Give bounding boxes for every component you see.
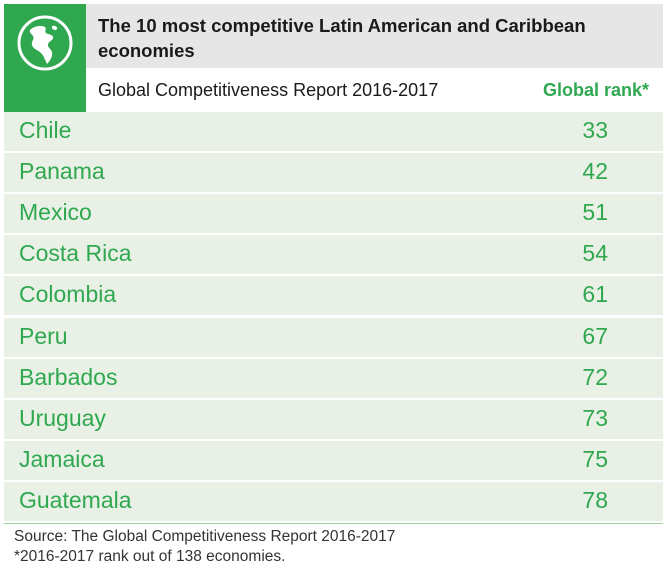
country-name: Barbados	[19, 363, 118, 390]
table-row: Barbados 72	[4, 358, 663, 398]
globe-americas-icon	[17, 15, 73, 71]
country-name: Jamaica	[19, 445, 105, 472]
rank-value: 72	[582, 363, 608, 390]
country-name: Guatemala	[19, 486, 132, 513]
table-row: Guatemala 78	[4, 481, 663, 521]
title-area: The 10 most competitive Latin American a…	[86, 4, 663, 68]
rank-value: 78	[582, 486, 608, 513]
column-header-report: Global Competitiveness Report 2016-2017	[98, 80, 439, 100]
logo-box	[4, 4, 86, 112]
rank-value: 61	[582, 281, 608, 308]
footnote: *2016-2017 rank out of 138 economies.	[14, 548, 286, 565]
table-row: Uruguay 73	[4, 399, 663, 439]
rank-value: 67	[582, 322, 608, 349]
table-row: Costa Rica 54	[4, 235, 663, 275]
source-note: Source: The Global Competitiveness Repor…	[14, 528, 396, 545]
table-row: Colombia 61	[4, 276, 663, 316]
rank-value: 51	[582, 199, 608, 226]
rank-value: 54	[582, 240, 608, 267]
country-name: Uruguay	[19, 404, 106, 431]
table-row: Peru 67	[4, 317, 663, 357]
country-name: Panama	[19, 158, 105, 185]
rank-value: 73	[582, 404, 608, 431]
page-title: The 10 most competitive Latin American a…	[98, 15, 586, 61]
country-name: Chile	[19, 117, 72, 143]
rank-value: 42	[582, 158, 608, 185]
subhead-area: Global Competitiveness Report 2016-2017 …	[86, 68, 663, 112]
footer-divider	[4, 523, 663, 524]
country-name: Peru	[19, 322, 68, 349]
rank-value: 33	[582, 117, 608, 143]
table-row: Chile 33	[4, 112, 663, 151]
country-name: Colombia	[19, 281, 117, 308]
table-row: Panama 42	[4, 153, 663, 193]
table-row: Mexico 51	[4, 194, 663, 234]
rank-table: Chile 33 Panama 42 Mexico 51 Costa Rica 54 Colom…	[4, 112, 663, 522]
country-name: Costa Rica	[19, 240, 132, 267]
table-row: Jamaica 75	[4, 440, 663, 480]
column-header-rank: Global rank*	[542, 80, 649, 100]
rank-value: 75	[582, 445, 608, 472]
table-header: The 10 most competitive Latin American a…	[4, 4, 663, 112]
country-name: Mexico	[19, 199, 92, 226]
